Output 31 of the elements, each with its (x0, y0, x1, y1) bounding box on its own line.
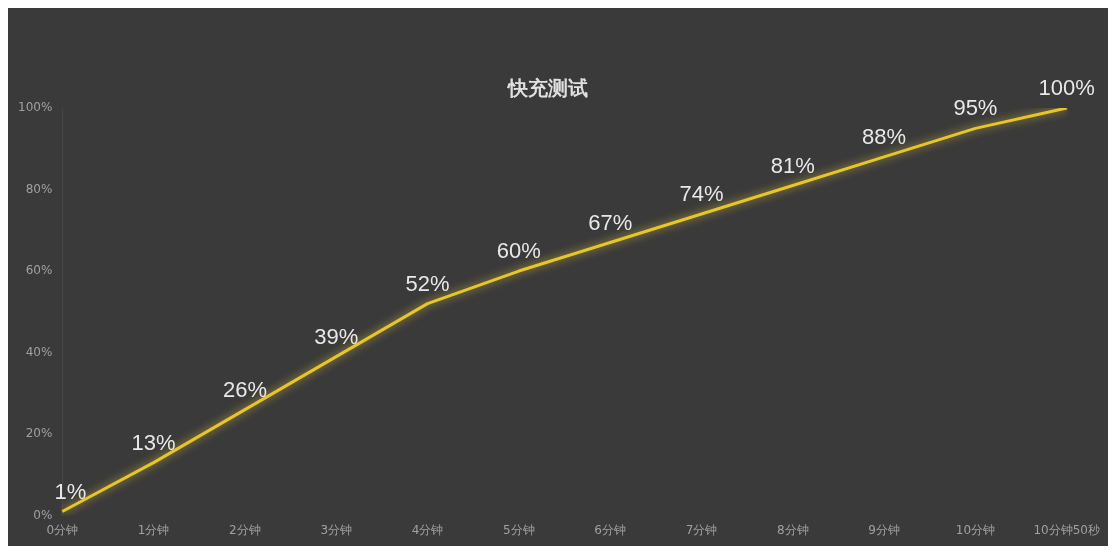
data-label: 88% (862, 123, 907, 149)
data-label: 52% (405, 270, 450, 296)
x-tick-label: 0分钟 (46, 522, 79, 537)
x-tick-label: 6分钟 (594, 522, 626, 537)
y-tick-label: 100% (17, 100, 53, 115)
x-tick-label: 4分钟 (411, 522, 444, 537)
data-label: 13% (131, 429, 176, 455)
x-tick-label: 1分钟 (137, 522, 170, 537)
x-tick-label: 9分钟 (868, 522, 900, 537)
y-tick-label: 60% (25, 263, 53, 278)
chart-title: 快充测试 (506, 76, 588, 101)
data-label: 60% (496, 238, 541, 264)
y-tick-label: 20% (25, 426, 53, 441)
x-tick-label: 10分钟 (955, 522, 996, 537)
x-tick-label: 3分钟 (320, 522, 353, 537)
x-tick-label: 2分钟 (229, 522, 261, 537)
x-tick-label: 10分钟50秒 (1033, 522, 1100, 537)
data-label: 100% (1038, 75, 1095, 101)
data-label: 39% (314, 323, 359, 349)
x-tick-label: 5分钟 (503, 522, 535, 537)
data-label: 26% (222, 376, 267, 402)
data-label: 1% (54, 478, 87, 504)
y-tick-label: 80% (25, 181, 53, 196)
x-tick-label: 8分钟 (776, 522, 809, 537)
x-tick-label: 7分钟 (685, 522, 718, 537)
data-label: 74% (679, 181, 724, 207)
data-label: 81% (770, 152, 815, 178)
data-label: 67% (588, 209, 633, 235)
y-tick-label: 40% (25, 344, 53, 359)
y-tick-label: 0% (33, 507, 53, 522)
data-label: 95% (953, 95, 998, 121)
